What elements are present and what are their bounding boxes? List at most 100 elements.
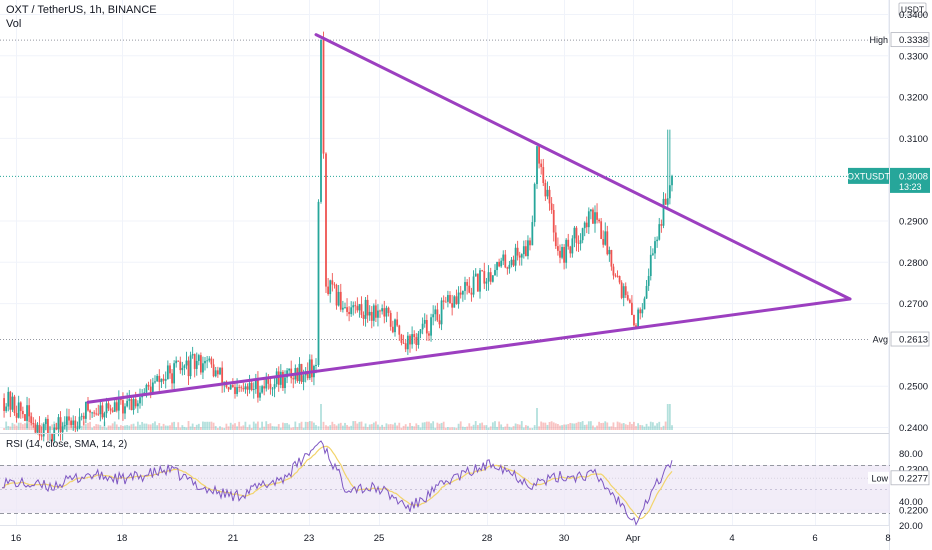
marker-value-box <box>890 32 930 48</box>
volume-bar <box>80 425 83 430</box>
volume-bar <box>13 424 16 430</box>
volume-bar <box>608 426 611 430</box>
volume-bar <box>502 427 505 430</box>
candle-body <box>364 299 367 319</box>
volume-bar <box>626 424 629 430</box>
candle-body <box>602 238 605 245</box>
candle-body <box>356 306 359 311</box>
volume-bar <box>171 422 173 430</box>
candle-body <box>254 379 257 390</box>
candle-body <box>219 367 221 375</box>
time-tick-label: 30 <box>559 533 570 544</box>
volume-bar <box>261 421 263 430</box>
candle-body <box>30 416 33 423</box>
volume-bar <box>366 427 369 430</box>
symbol-title[interactable]: OXT / TetherUS, 1h, BINANCE <box>6 4 157 16</box>
candle-body <box>481 270 484 272</box>
candle-body <box>596 212 598 220</box>
volume-bar <box>193 426 196 430</box>
price-scale[interactable]: USDT 0.3400 0.3300 0.3200 0.3100 0.2900 0.280… <box>898 2 928 517</box>
candle-body <box>68 416 70 421</box>
volume-bar <box>643 426 646 430</box>
volume-bar <box>273 426 276 430</box>
candle-body <box>97 413 100 415</box>
volume-bar <box>391 424 394 430</box>
candle-body <box>284 377 286 389</box>
volume-bar <box>449 427 451 430</box>
volume-bar <box>413 426 416 430</box>
volume-bar <box>277 424 280 430</box>
volume-bar <box>348 426 351 430</box>
volume-bar <box>141 421 144 430</box>
candle-body <box>322 39 325 154</box>
candle-body <box>563 247 566 263</box>
time-tick-label: 28 <box>482 533 493 544</box>
rsi-legend[interactable]: RSI (14, close, SMA, 14, 2) <box>6 439 127 450</box>
volume-bar <box>275 426 278 430</box>
time-axis[interactable]: 16 18 21 23 25 28 30 Apr 4 6 8 <box>11 533 891 544</box>
volume-bar <box>32 425 35 430</box>
volume-bar <box>208 421 211 430</box>
candle-body <box>536 146 538 185</box>
volume-bar <box>529 427 531 430</box>
candle-body <box>15 412 18 418</box>
volume-bar <box>446 427 449 430</box>
candle-body <box>76 427 79 429</box>
volume-bar <box>325 425 327 430</box>
candle-body <box>160 378 163 383</box>
volume-bar <box>544 422 547 430</box>
candle-body <box>183 365 186 368</box>
candle-body <box>42 424 45 437</box>
candle-body <box>288 368 291 371</box>
candle-body <box>459 292 462 295</box>
candle-body <box>527 240 529 257</box>
candle-body <box>308 359 311 379</box>
candle-body <box>491 275 494 282</box>
volume-bar <box>455 427 458 430</box>
volume-bar <box>294 421 297 430</box>
volume-bar <box>583 424 586 430</box>
candle-body <box>485 281 488 284</box>
price-tick-label: 0.2200 <box>899 506 928 517</box>
candle-body <box>658 224 661 240</box>
candle-body <box>181 367 184 371</box>
candle-body <box>61 426 64 433</box>
candle-body <box>175 360 178 364</box>
volume-bar <box>111 423 114 430</box>
volume-bar <box>238 421 241 430</box>
candle-body <box>544 182 547 197</box>
last-price-box <box>890 167 930 193</box>
candle-body <box>306 371 309 379</box>
candle-body <box>425 320 428 334</box>
currency-button[interactable] <box>898 2 927 16</box>
marker-label-bg <box>868 33 889 46</box>
candle-body <box>444 301 447 303</box>
volume-bar <box>181 425 184 430</box>
volume-bar <box>364 423 367 430</box>
volume-bar <box>87 422 89 430</box>
candle-body <box>63 425 66 427</box>
candle-body <box>57 417 60 430</box>
candle-body <box>238 387 241 388</box>
volume-legend[interactable]: Vol <box>6 18 21 30</box>
candle-body <box>362 314 365 319</box>
candle-body <box>666 198 669 205</box>
candle-body <box>631 302 633 315</box>
candle-body <box>234 387 236 394</box>
rsi-lines <box>1 440 673 527</box>
candle-body <box>436 309 439 321</box>
candle-body <box>227 387 230 390</box>
volume-bar <box>411 425 414 430</box>
candle-body <box>9 391 12 410</box>
volume-bar <box>240 426 243 430</box>
volume-bar <box>524 425 527 430</box>
marker-label: High <box>869 35 888 45</box>
volume-bar <box>436 422 439 430</box>
volume-bar <box>210 421 213 430</box>
candle-body <box>540 163 543 168</box>
volume-bar <box>350 425 353 430</box>
volume-bar <box>151 423 154 430</box>
candle-body <box>337 291 340 306</box>
volume-bar <box>602 422 605 430</box>
